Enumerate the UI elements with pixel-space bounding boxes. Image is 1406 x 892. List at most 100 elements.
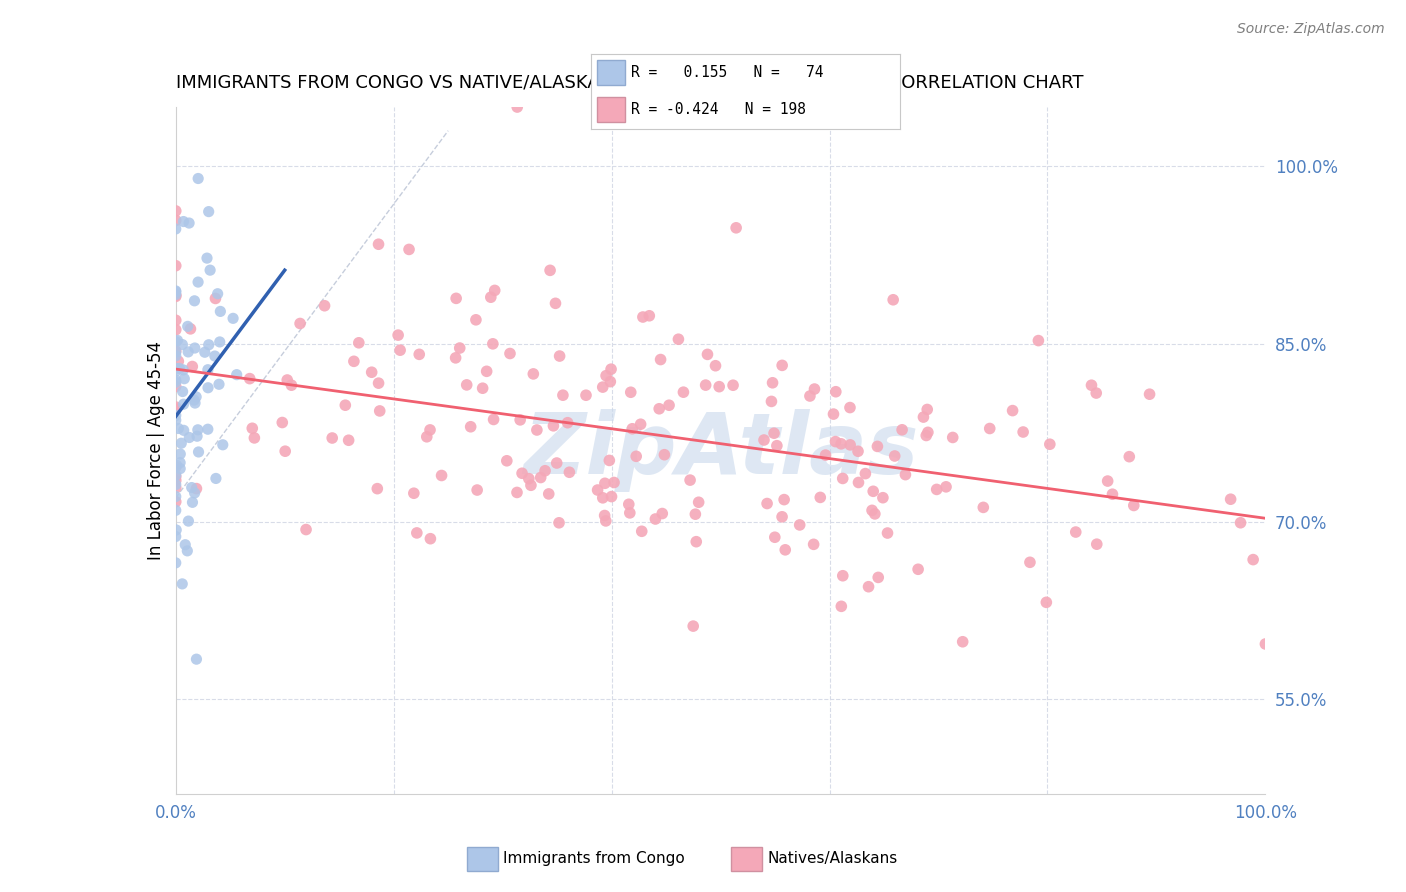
Point xyxy=(449,341,471,355)
Point xyxy=(475,364,498,378)
Point xyxy=(471,381,494,395)
Text: Immigrants from Congo: Immigrants from Congo xyxy=(503,851,685,866)
Point xyxy=(651,507,673,521)
Point xyxy=(186,429,208,443)
Point xyxy=(814,448,837,462)
Point xyxy=(1118,450,1140,464)
Point xyxy=(679,473,702,487)
Point xyxy=(935,480,957,494)
Point xyxy=(830,599,852,614)
Point xyxy=(1229,516,1251,530)
Point xyxy=(165,313,187,327)
Text: IMMIGRANTS FROM CONGO VS NATIVE/ALASKAN IN LABOR FORCE | AGE 45-54 CORRELATION C: IMMIGRANTS FROM CONGO VS NATIVE/ALASKAN … xyxy=(176,74,1083,92)
Point xyxy=(630,417,652,432)
Point xyxy=(766,439,789,453)
Point xyxy=(551,388,574,402)
Point xyxy=(824,434,846,449)
Point xyxy=(603,475,626,490)
Point xyxy=(165,344,187,359)
Point xyxy=(1019,555,1042,569)
Point xyxy=(465,483,488,497)
Point xyxy=(526,423,548,437)
Point xyxy=(1080,378,1102,392)
Point xyxy=(522,367,544,381)
Point xyxy=(165,287,187,301)
Point xyxy=(389,343,412,358)
Point xyxy=(204,349,226,363)
Point xyxy=(696,347,718,361)
Text: ZipAtlas: ZipAtlas xyxy=(523,409,918,492)
Point xyxy=(179,322,201,336)
Point xyxy=(617,497,640,511)
Point xyxy=(882,293,904,307)
Point xyxy=(972,500,994,515)
Point xyxy=(979,421,1001,435)
Text: Source: ZipAtlas.com: Source: ZipAtlas.com xyxy=(1237,22,1385,37)
Point xyxy=(165,468,187,483)
Point xyxy=(169,447,191,461)
Point xyxy=(240,421,263,435)
Point xyxy=(915,402,938,417)
Point xyxy=(184,390,207,404)
Point xyxy=(177,345,200,359)
Point xyxy=(868,570,890,584)
Point xyxy=(763,530,786,544)
FancyBboxPatch shape xyxy=(467,847,498,871)
Point xyxy=(672,385,695,400)
Point xyxy=(823,407,845,421)
Point xyxy=(668,332,690,346)
Point xyxy=(186,482,208,496)
Point xyxy=(183,393,205,408)
Point xyxy=(165,503,187,517)
Point xyxy=(756,496,779,510)
FancyBboxPatch shape xyxy=(596,61,624,86)
Point xyxy=(484,284,506,298)
Point xyxy=(1012,425,1035,439)
Point xyxy=(770,509,793,524)
Point xyxy=(770,359,793,373)
Point xyxy=(709,379,731,393)
Point xyxy=(495,454,517,468)
Point xyxy=(534,464,557,478)
Point xyxy=(537,487,560,501)
Point xyxy=(479,290,502,304)
Point xyxy=(1028,334,1050,348)
Point xyxy=(197,381,219,395)
Point xyxy=(599,375,621,389)
Y-axis label: In Labor Force | Age 45-54: In Labor Force | Age 45-54 xyxy=(146,341,165,560)
Point xyxy=(165,259,187,273)
Point xyxy=(586,483,609,497)
Point xyxy=(211,438,233,452)
Point xyxy=(855,467,877,481)
Point xyxy=(165,481,187,495)
Point xyxy=(907,562,929,576)
Point xyxy=(177,514,200,528)
Point xyxy=(187,445,209,459)
Point xyxy=(368,404,391,418)
Point xyxy=(721,378,744,392)
Point xyxy=(165,284,187,298)
Point xyxy=(876,526,898,541)
Point xyxy=(271,416,294,430)
Point xyxy=(197,338,219,352)
Point xyxy=(274,444,297,458)
Point xyxy=(174,538,197,552)
Point xyxy=(197,362,219,376)
Point xyxy=(1035,595,1057,609)
Point xyxy=(862,484,884,499)
Point xyxy=(648,401,671,416)
Point xyxy=(595,514,617,528)
Point xyxy=(530,470,553,484)
Point xyxy=(894,467,917,482)
Point xyxy=(187,423,209,437)
Point xyxy=(187,171,209,186)
Point xyxy=(165,285,187,299)
Text: Natives/Alaskans: Natives/Alaskans xyxy=(768,851,898,866)
Point xyxy=(1039,437,1062,451)
Point xyxy=(600,490,623,504)
Point xyxy=(1085,537,1108,551)
Point xyxy=(848,475,870,490)
Point xyxy=(546,456,568,470)
Point xyxy=(624,450,647,464)
Point xyxy=(165,323,187,337)
